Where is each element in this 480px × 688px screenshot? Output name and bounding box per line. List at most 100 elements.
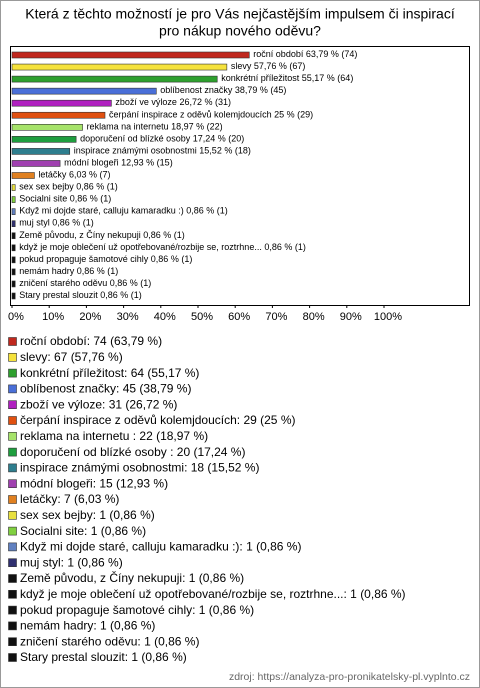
bar-category: zboží ve výloze — [115, 98, 177, 108]
legend-label: slevy: 67 (57,76 %) — [20, 350, 123, 364]
bar — [11, 160, 61, 167]
bar-label: muj styl 0,86 % (1) — [19, 218, 94, 228]
bar-label: sex sex bejby 0,86 % (1) — [19, 182, 118, 192]
legend-label: roční období: 74 (63,79 %) — [20, 334, 162, 348]
legend-label: inspirace známými osobnostmi: 18 (15,52 … — [20, 461, 259, 475]
legend-label: Socialni site: 1 (0,86 %) — [20, 524, 146, 538]
chart-title: pro nákup nového oděvu? — [159, 23, 321, 39]
legend-swatch — [8, 495, 17, 504]
legend-label: čerpání inspirace z oděvů kolemjdoucích:… — [20, 413, 295, 427]
bar-label: Stary prestal slouzit 0,86 % (1) — [19, 290, 142, 300]
bar-label: když je moje oblečení už opotřebované/ro… — [19, 242, 306, 252]
bar-category: módní blogeři — [64, 158, 119, 168]
legend-label: oblíbenost značky: 45 (38,79 %) — [20, 382, 191, 396]
legend-swatch — [8, 479, 17, 489]
bar-category: Když mi dojde staré, calluju kamaradku :… — [19, 206, 184, 216]
legend-swatch — [8, 621, 17, 631]
bar-label: oblíbenost značky 38,79 % (45) — [160, 86, 286, 96]
legend-label: pokud propaguje šamotové cihly: 1 (0,86 … — [20, 603, 254, 617]
legend-swatch — [8, 574, 17, 583]
bar-category: inspirace známými osobnostmi — [74, 146, 197, 156]
legend-swatch — [8, 368, 17, 378]
bar-category: doporučení od blízké osoby — [80, 134, 191, 144]
legend-swatch — [8, 400, 17, 410]
value-label: 0,86 % (1) — [186, 206, 228, 216]
bar-category: zničení starého oděvu — [19, 278, 107, 288]
value-label: 25 % (29) — [274, 110, 313, 120]
chart-title: Která z těchto možností je pro Vás nejča… — [25, 6, 455, 22]
legend-label: zboží ve výloze: 31 (26,72 %) — [20, 397, 177, 411]
legend-swatch — [8, 605, 17, 615]
bar-category: Socialni site — [19, 194, 67, 204]
bar — [11, 196, 16, 203]
x-tick-label: 0% — [8, 311, 24, 323]
bar — [11, 99, 112, 107]
bar-category: oblíbenost značky — [160, 86, 233, 96]
bar — [11, 244, 16, 252]
bar-label: Socialni site 0,86 % (1) — [19, 194, 111, 204]
value-label: 17,24 % (20) — [193, 134, 245, 144]
bar-label: zboží ve výloze 26,72 % (31) — [115, 98, 231, 108]
bar-label: zničení starého oděvu 0,86 % (1) — [19, 278, 151, 288]
value-label: 0,86 % (1) — [151, 254, 193, 264]
legend-label: Země původu, z Číny nekupuji: 1 (0,86 %) — [20, 570, 244, 585]
legend-swatch — [8, 416, 17, 425]
bar — [11, 111, 106, 119]
x-tick-label: 60% — [228, 311, 250, 323]
value-label: 57,76 % (67) — [254, 61, 306, 71]
legend-swatch — [8, 558, 17, 568]
value-label: 18,97 % (22) — [171, 122, 223, 132]
bar — [11, 184, 16, 191]
value-label: 63,79 % (74) — [306, 49, 358, 59]
x-tick-label: 70% — [265, 311, 287, 323]
legend-swatch — [8, 463, 17, 473]
value-label: 0,86 % (1) — [110, 278, 152, 288]
bar — [11, 51, 250, 59]
bar — [11, 208, 16, 215]
value-label: 26,72 % (31) — [179, 98, 231, 108]
value-label: 0,86 % (1) — [52, 218, 94, 228]
legend-label: zničení starého oděvu: 1 (0,86 %) — [20, 634, 199, 648]
bar-label: slevy 57,76 % (67) — [231, 61, 306, 71]
legend-label: módní blogeři: 15 (12,93 %) — [20, 476, 168, 490]
legend-swatch — [8, 384, 17, 394]
bar-category: když je moje oblečení už opotřebované/ro… — [19, 242, 262, 252]
bar — [11, 136, 77, 143]
bar-label: módní blogeři 12,93 % (15) — [64, 158, 173, 168]
bar-label: čerpání inspirace z oděvů kolemjdoucích … — [109, 110, 313, 120]
value-label: 6,03 % (7) — [69, 170, 111, 180]
x-tick-label: 90% — [340, 311, 362, 323]
legend-swatch — [8, 510, 17, 520]
bar — [11, 148, 71, 155]
bar-label: inspirace známými osobnostmi 15,52 % (18… — [74, 146, 251, 156]
legend-swatch — [8, 589, 17, 599]
legend-label: když je moje oblečení už opotřebované/ro… — [20, 587, 406, 601]
bar — [11, 232, 16, 240]
x-tick-label: 80% — [303, 311, 325, 323]
bar — [11, 124, 83, 131]
bar — [11, 172, 35, 179]
bar-category: čerpání inspirace z oděvů kolemjdoucích — [109, 110, 272, 120]
bar-category: Stary prestal slouzit — [19, 290, 98, 300]
x-tick-label: 40% — [154, 311, 176, 323]
bar — [11, 268, 16, 276]
x-tick-label: 30% — [117, 311, 139, 323]
x-tick-label: 100% — [374, 311, 402, 323]
bar-category: slevy — [231, 61, 252, 71]
legend-label: Když mi dojde staré, calluju kamaradku :… — [20, 540, 301, 554]
value-label: 12,93 % (15) — [121, 158, 173, 168]
bar-category: pokud propaguje šamotové cihly — [19, 254, 149, 264]
legend-swatch — [8, 352, 17, 362]
bar-category: konkrétní příležitost — [221, 73, 300, 83]
value-label: 15,52 % (18) — [199, 146, 251, 156]
value-label: 0,86 % (1) — [264, 242, 306, 252]
value-label: 0,86 % (1) — [70, 194, 112, 204]
bar-category: Země původu, z Číny nekupuji — [19, 230, 141, 240]
bar-label: konkrétní příležitost 55,17 % (64) — [221, 73, 353, 83]
x-tick-label: 20% — [79, 311, 101, 323]
bar-category: letáčky — [38, 170, 67, 180]
value-label: 0,86 % (1) — [76, 182, 118, 192]
legend-swatch — [8, 447, 17, 457]
bar — [11, 87, 157, 95]
bar-label: reklama na internetu 18,97 % (22) — [87, 122, 223, 132]
